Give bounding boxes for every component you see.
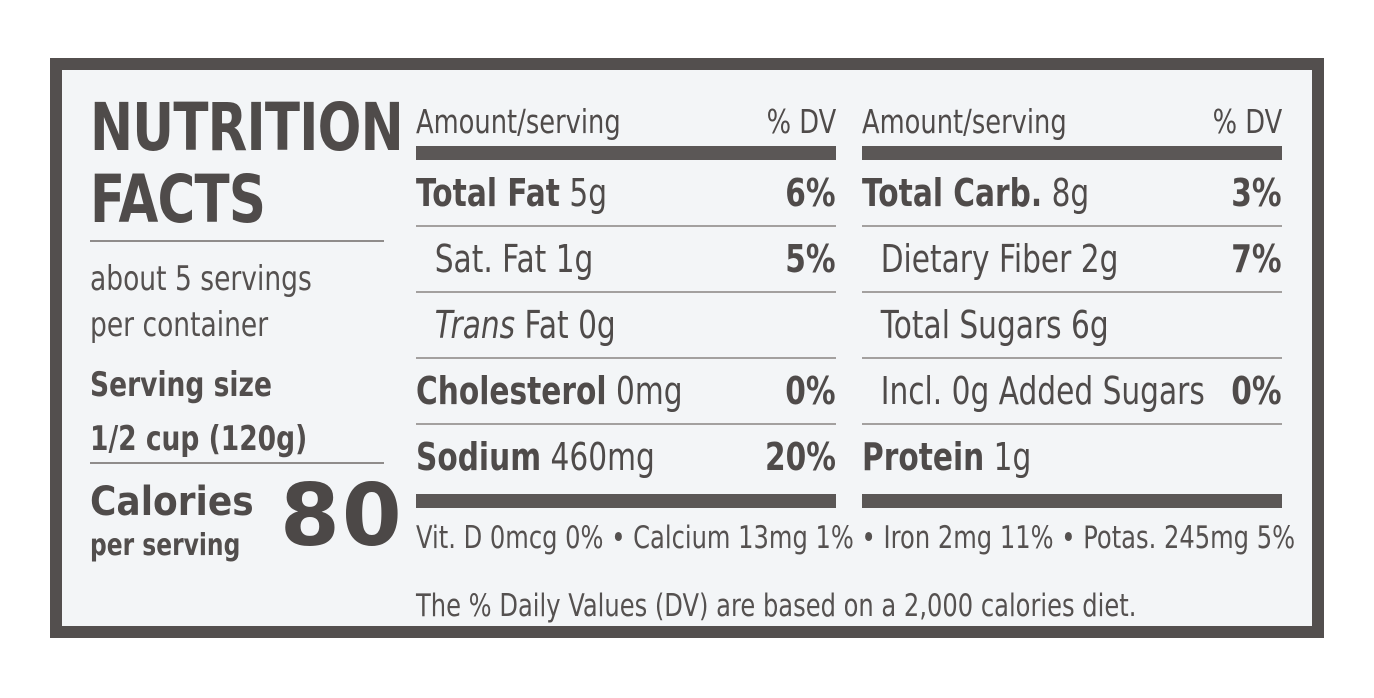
nutrient-label: Sat. Fat 1g bbox=[416, 226, 594, 292]
right-row-0: Total Carb. 8g 3% bbox=[862, 160, 1282, 226]
right-row-2: Total Sugars 6g bbox=[862, 292, 1282, 358]
vitamins-minerals-line: Vit. D 0mcg 0% • Calcium 13mg 1% • Iron … bbox=[416, 520, 1296, 556]
right-row-4: Protein 1g bbox=[862, 424, 1282, 490]
right-row-divider bbox=[862, 291, 1282, 293]
left-row-divider bbox=[416, 423, 836, 425]
nutrition-facts-title: NUTRITION FACTS bbox=[90, 92, 491, 236]
nutrient-name: Total Fat bbox=[416, 171, 560, 215]
nutrient-dv: 7% bbox=[1231, 237, 1282, 281]
serving-size-label: Serving size bbox=[90, 365, 272, 405]
left-row-0: Total Fat 5g 6% bbox=[416, 160, 836, 226]
amount-header: Amount/serving bbox=[416, 102, 621, 141]
amount-header-right: Amount/serving bbox=[862, 102, 1067, 141]
nutrient-dv: 20% bbox=[765, 435, 836, 479]
left-row-divider bbox=[416, 357, 836, 359]
servings-line-2: per container bbox=[90, 305, 269, 345]
header-thick-rule bbox=[416, 146, 836, 160]
dv-header-right: % DV bbox=[1212, 102, 1282, 141]
nutrient-name: Protein bbox=[862, 435, 985, 479]
left-row-3: Cholesterol 0mg 0% bbox=[416, 358, 836, 424]
servings-line-1: about 5 servings bbox=[90, 259, 312, 299]
daily-value-footnote: The % Daily Values (DV) are based on a 2… bbox=[416, 588, 1137, 624]
nutrient-name: Incl. 0g Added Sugars bbox=[880, 369, 1205, 413]
nutrient-amount: 460mg bbox=[541, 435, 655, 479]
nutrient-label: Cholesterol 0mg bbox=[416, 358, 683, 424]
header-thick-rule-right bbox=[862, 146, 1282, 160]
nutrient-name: Dietary Fiber 2g bbox=[880, 237, 1119, 281]
right-row-1: Dietary Fiber 2g 7% bbox=[862, 226, 1282, 292]
nutrient-name: Cholesterol bbox=[416, 369, 607, 413]
nutrient-dv: 0% bbox=[785, 369, 836, 413]
title-line-2: FACTS bbox=[90, 161, 266, 238]
column-header-right: Amount/serving % DV bbox=[862, 100, 1282, 144]
left-divider-2 bbox=[90, 462, 384, 464]
right-row-3: Incl. 0g Added Sugars 0% bbox=[862, 358, 1282, 424]
left-row-4: Sodium 460mg 20% bbox=[416, 424, 836, 490]
left-row-2: Trans Fat 0g bbox=[416, 292, 836, 358]
bottom-thick-rule-left bbox=[416, 494, 836, 508]
nutrient-label: Protein 1g bbox=[862, 424, 1031, 490]
nutrient-name: Sodium bbox=[416, 435, 542, 479]
column-header: Amount/serving % DV bbox=[416, 100, 836, 144]
right-row-divider bbox=[862, 225, 1282, 227]
nutrient-name: Total Sugars 6g bbox=[880, 303, 1109, 347]
nutrient-name: Trans bbox=[434, 303, 516, 347]
serving-size-value: 1/2 cup (120g) bbox=[90, 419, 308, 459]
nutrient-amount: Fat 0g bbox=[515, 303, 616, 347]
nutrient-dv: 5% bbox=[785, 237, 836, 281]
servings-per-container: about 5 servings per container bbox=[90, 256, 374, 348]
nutrient-label: Total Carb. 8g bbox=[862, 160, 1089, 226]
calories-sub-label: per serving bbox=[90, 528, 241, 563]
label-panel: NUTRITION FACTS about 5 servings per con… bbox=[62, 70, 1312, 626]
nutrient-label: Incl. 0g Added Sugars bbox=[862, 358, 1205, 424]
nutrient-name: Sat. Fat 1g bbox=[434, 237, 594, 281]
bottom-thick-rule-right bbox=[862, 494, 1282, 508]
nutrient-dv: 0% bbox=[1231, 369, 1282, 413]
right-row-divider bbox=[862, 423, 1282, 425]
nutrient-label: Trans Fat 0g bbox=[416, 292, 616, 358]
left-row-divider bbox=[416, 291, 836, 293]
calories-label: Calories bbox=[90, 479, 254, 525]
nutrient-amount: 8g bbox=[1042, 171, 1090, 215]
nutrient-dv: 3% bbox=[1231, 171, 1282, 215]
left-row-1: Sat. Fat 1g 5% bbox=[416, 226, 836, 292]
nutrient-name: Total Carb. bbox=[862, 171, 1043, 215]
serving-size: Serving size 1/2 cup (120g) bbox=[90, 358, 369, 466]
nutrient-dv: 6% bbox=[785, 171, 836, 215]
title-line-1: NUTRITION bbox=[90, 89, 404, 166]
nutrition-label: NUTRITION FACTS about 5 servings per con… bbox=[50, 58, 1324, 638]
left-divider-1 bbox=[90, 240, 384, 242]
nutrient-amount: 1g bbox=[984, 435, 1032, 479]
nutrient-label: Sodium 460mg bbox=[416, 424, 655, 490]
nutrient-label: Total Fat 5g bbox=[416, 160, 607, 226]
nutrient-amount: 0mg bbox=[606, 369, 683, 413]
dv-header: % DV bbox=[766, 102, 836, 141]
nutrient-label: Dietary Fiber 2g bbox=[862, 226, 1119, 292]
calories-value: 80 bbox=[280, 466, 404, 566]
nutrient-amount: 5g bbox=[559, 171, 608, 215]
right-row-divider bbox=[862, 357, 1282, 359]
left-row-divider bbox=[416, 225, 836, 227]
nutrient-label: Total Sugars 6g bbox=[862, 292, 1109, 358]
